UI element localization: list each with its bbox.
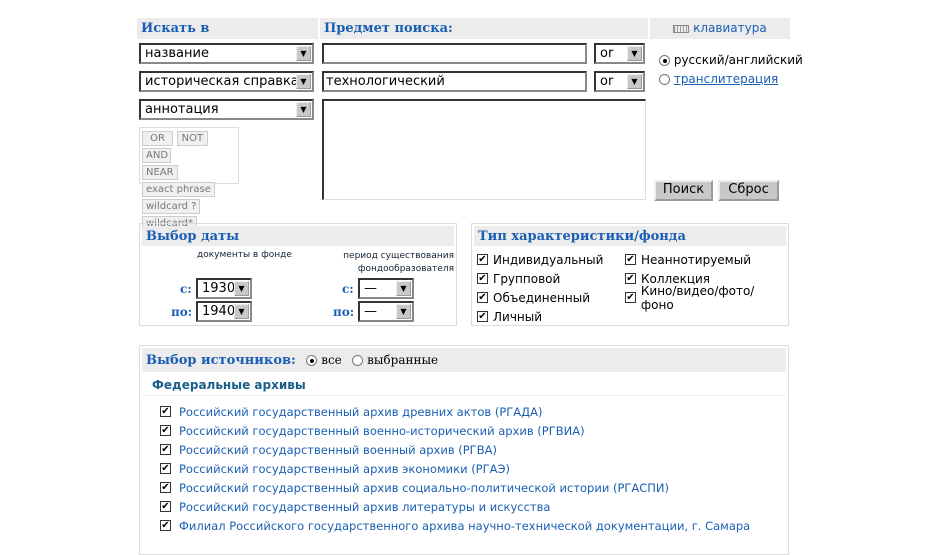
search-button[interactable]: Поиск [654,180,713,201]
search-textarea[interactable] [322,99,646,200]
op-not-button[interactable]: NOT [176,131,208,146]
archive-link[interactable]: Российский государственный архив экономи… [179,461,511,476]
radio-icon [659,74,670,85]
sources-header: Выбор источников: все выбранные [142,348,786,372]
checkbox-icon: ✔ [477,292,488,303]
checkbox-icon[interactable]: ✔ [160,425,171,436]
archive-link[interactable]: Российский государственный архив социаль… [179,480,670,495]
archive-item[interactable]: ✔ Российский государственный архив эконом… [160,459,788,478]
type-panel: Тип характеристики/фонда ✔ Индивидуальный… [471,223,789,326]
checkbox-icon[interactable]: ✔ [160,463,171,474]
period-to-label: по: [333,305,355,319]
op-select-2[interactable]: or ▼ [594,71,645,92]
type-checkbox-item[interactable]: ✔ Объединенный [477,290,590,305]
chevron-down-icon: ▼ [296,102,311,117]
op-exact-phrase-button[interactable]: exact phrase [142,182,215,197]
radio-icon [659,55,670,66]
archive-item[interactable]: ✔ Российский государственный военный архи… [160,440,788,459]
docs-from-select[interactable]: 1930 ▼ [196,278,252,299]
period-to-select[interactable]: — ▼ [358,301,414,322]
docs-to-select[interactable]: 1940 ▼ [196,301,252,322]
archive-link[interactable]: Российский государственный архив литерат… [179,499,551,514]
archive-link[interactable]: Российский государственный архив древних… [179,404,543,419]
search-subject-header: Предмет поиска: [320,18,648,39]
archive-item[interactable]: ✔ Филиал Российского государственного арх… [160,516,788,535]
op-select-1[interactable]: or ▼ [594,43,645,64]
checkbox-icon[interactable]: ✔ [160,406,171,417]
archive-link[interactable]: Российский государственный военно-истори… [179,423,585,438]
op-near-button[interactable]: NEAR [142,165,178,180]
chevron-down-icon: ▼ [396,304,411,319]
period-from-label: с: [342,282,354,296]
type-checkbox-item[interactable]: ✔ Индивидуальный [477,252,604,267]
federal-archives-title: Федеральные архивы [142,375,786,396]
chevron-down-icon: ▼ [296,46,311,61]
date-panel: Выбор даты документы в фонде период суще… [139,223,457,326]
type-checkbox-item[interactable]: ✔ Коллекция [625,271,711,286]
translit-link[interactable]: транслитерация [673,72,779,86]
keyboard-link[interactable]: клавиатура [650,18,790,39]
checkbox-icon: ✔ [625,254,636,265]
archive-item[interactable]: ✔ Российский государственный военно-истор… [160,421,788,440]
type-checkbox-item[interactable]: ✔ Групповой [477,271,561,286]
checkbox-icon[interactable]: ✔ [160,482,171,493]
field-select-3[interactable]: аннотация ▼ [139,99,314,120]
op-wildcard-q-button[interactable]: wildcard ? [142,199,201,214]
field-select-2[interactable]: историческая справка ▼ [139,71,314,92]
archive-list: ✔ Российский государственный архив древни… [140,396,788,535]
archive-item[interactable]: ✔ Российский государственный архив литера… [160,497,788,516]
type-checkbox-item[interactable]: ✔ Кино/видео/фото/фоно [625,283,755,312]
chevron-down-icon: ▼ [296,74,311,89]
sources-panel: Выбор источников: все выбранные Федераль… [139,345,789,555]
period-column-title: период существования фондообразователя [343,251,454,274]
checkbox-icon: ✔ [477,311,488,322]
lang-option-ru-en[interactable]: русский/английский [659,53,803,67]
checkbox-icon[interactable]: ✔ [160,501,171,512]
search-field-header: Искать в [137,18,318,39]
archive-link[interactable]: Российский государственный военный архив… [179,442,497,457]
type-title: Тип характеристики/фонда [474,226,786,246]
checkbox-icon[interactable]: ✔ [160,520,171,531]
period-from-select[interactable]: — ▼ [358,278,414,299]
search-input-2[interactable]: технологический [322,71,587,92]
source-all-option[interactable]: все [306,353,342,367]
archive-item[interactable]: ✔ Российский государственный архив социал… [160,478,788,497]
radio-icon [306,355,318,366]
search-input-1[interactable] [322,43,587,64]
lang-option-translit[interactable]: транслитерация [659,72,778,86]
chevron-down-icon: ▼ [627,46,642,61]
reset-button[interactable]: Сброс [718,180,779,201]
checkbox-icon: ✔ [477,254,488,265]
op-and-button[interactable]: AND [142,148,171,163]
checkbox-icon: ✔ [625,292,636,303]
checkbox-icon: ✔ [477,273,488,284]
type-checkbox-item[interactable]: ✔ Личный [477,309,543,324]
op-or-button[interactable]: OR [142,131,173,146]
type-checkbox-item[interactable]: ✔ Неаннотируемый [625,252,752,267]
radio-icon [352,355,364,366]
docs-to-label: по: [171,305,193,319]
archive-link[interactable]: Филиал Российского государственного архи… [179,518,751,533]
docs-column-title: документы в фонде [197,250,292,260]
keyboard-icon [673,24,690,33]
checkbox-icon[interactable]: ✔ [160,444,171,455]
chevron-down-icon: ▼ [396,281,411,296]
chevron-down-icon: ▼ [234,304,249,319]
chevron-down-icon: ▼ [234,281,249,296]
chevron-down-icon: ▼ [627,74,642,89]
checkbox-icon: ✔ [625,273,636,284]
docs-from-label: с: [180,282,192,296]
field-select-1[interactable]: название ▼ [139,43,314,64]
archive-item[interactable]: ✔ Российский государственный архив древни… [160,402,788,421]
source-selected-option[interactable]: выбранные [352,353,438,367]
date-title: Выбор даты [142,226,454,246]
operator-panel: OR NOT AND NEAR exact phrase wildcard ? … [139,127,239,231]
